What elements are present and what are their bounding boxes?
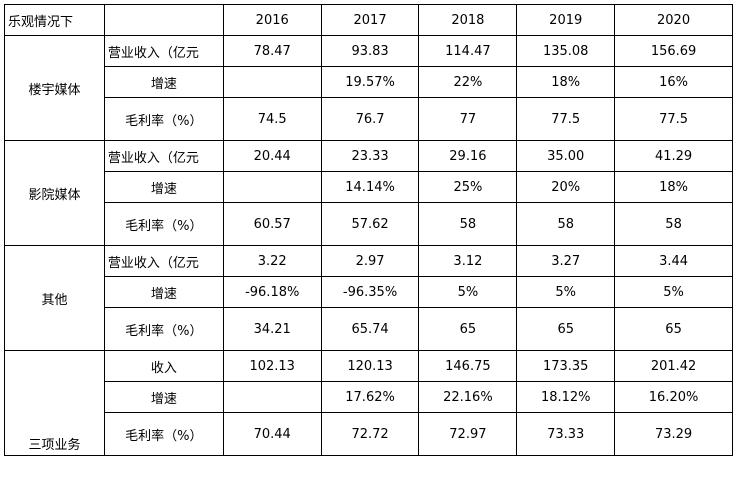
value-cell: 35.00 xyxy=(516,140,616,172)
corner-cell: 乐观情况下 xyxy=(4,4,105,36)
table-row: 毛利率（%） 74.5 76.7 77 77.5 77.5 xyxy=(5,97,733,141)
value-cell: 22.16% xyxy=(418,381,518,413)
value-cell: 3.44 xyxy=(614,245,733,277)
year-header: 2016 xyxy=(222,4,322,36)
value-cell: -96.18% xyxy=(222,276,322,308)
metric-label: 毛利率（%） xyxy=(103,307,224,351)
table-row: 三项业务 收入 102.13 120.13 146.75 173.35 201.… xyxy=(4,350,733,456)
header-row: 乐观情况下 2016 2017 2018 2019 2020 xyxy=(4,4,733,36)
value-cell: 78.47 xyxy=(222,35,322,67)
value-cell: 135.08 xyxy=(516,35,616,67)
value-cell: 58 xyxy=(418,202,518,246)
value-cell: 102.13 xyxy=(222,350,322,382)
value-cell: 58 xyxy=(516,202,616,246)
value-cell: 146.75 xyxy=(418,350,518,382)
value-cell: 57.62 xyxy=(320,202,420,246)
value-cell: 5% xyxy=(614,276,733,308)
group-label: 楼宇媒体 xyxy=(4,35,105,141)
header-blank-cell xyxy=(103,4,224,36)
value-cell xyxy=(222,381,322,413)
value-cell: 77.5 xyxy=(614,97,733,141)
value-cell: 73.33 xyxy=(516,412,616,456)
metric-label: 收入 xyxy=(103,350,224,382)
metric-label: 毛利率（%） xyxy=(103,97,224,141)
value-cell xyxy=(222,66,322,98)
value-cell: 22% xyxy=(418,66,518,98)
value-cell: 20.44 xyxy=(222,140,322,172)
table-row: 毛利率（%） 34.21 65.74 65 65 65 xyxy=(5,307,733,351)
value-cell: 3.22 xyxy=(222,245,322,277)
value-cell: 58 xyxy=(614,202,733,246)
value-cell: 77.5 xyxy=(516,97,616,141)
value-cell: 93.83 xyxy=(320,35,420,67)
value-cell: 65 xyxy=(614,307,733,351)
group-label: 三项业务 xyxy=(4,350,105,456)
metric-label: 营业收入（亿元 xyxy=(103,35,224,67)
year-header: 2018 xyxy=(418,4,518,36)
value-cell: 74.5 xyxy=(222,97,322,141)
forecast-table: 乐观情况下 2016 2017 2018 2019 2020 楼宇媒体 营业收入… xyxy=(4,4,733,456)
metric-label: 营业收入（亿元 xyxy=(103,245,224,277)
value-cell: 73.29 xyxy=(614,412,733,456)
value-cell: 65.74 xyxy=(320,307,420,351)
metric-label: 毛利率（%） xyxy=(103,412,224,456)
metric-label: 营业收入（亿元 xyxy=(103,140,224,172)
value-cell: 23.33 xyxy=(320,140,420,172)
group-label: 影院媒体 xyxy=(4,140,105,246)
year-header: 2020 xyxy=(614,4,733,36)
value-cell: -96.35% xyxy=(320,276,420,308)
metric-label: 毛利率（%） xyxy=(103,202,224,246)
table-row: 其他 营业收入（亿元 3.22 2.97 3.12 3.27 3.44 xyxy=(4,245,733,351)
value-cell: 173.35 xyxy=(516,350,616,382)
year-header: 2017 xyxy=(320,4,420,36)
value-cell: 2.97 xyxy=(320,245,420,277)
table-row: 增速 19.57% 22% 18% 16% xyxy=(5,66,733,98)
value-cell: 18% xyxy=(614,171,733,203)
year-header: 2019 xyxy=(516,4,616,36)
value-cell: 3.27 xyxy=(516,245,616,277)
value-cell: 156.69 xyxy=(614,35,733,67)
value-cell: 16.20% xyxy=(614,381,733,413)
table-row: 增速 17.62% 22.16% 18.12% 16.20% xyxy=(5,381,733,413)
value-cell: 65 xyxy=(516,307,616,351)
value-cell: 76.7 xyxy=(320,97,420,141)
group-label: 其他 xyxy=(4,245,105,351)
value-cell: 41.29 xyxy=(614,140,733,172)
metric-label: 增速 xyxy=(103,171,224,203)
value-cell: 60.57 xyxy=(222,202,322,246)
value-cell: 17.62% xyxy=(320,381,420,413)
value-cell: 14.14% xyxy=(320,171,420,203)
value-cell: 34.21 xyxy=(222,307,322,351)
value-cell xyxy=(222,171,322,203)
value-cell: 114.47 xyxy=(418,35,518,67)
metric-label: 增速 xyxy=(103,276,224,308)
value-cell: 5% xyxy=(516,276,616,308)
spreadsheet: 乐观情况下 2016 2017 2018 2019 2020 楼宇媒体 营业收入… xyxy=(4,4,733,456)
value-cell: 16% xyxy=(614,66,733,98)
value-cell: 29.16 xyxy=(418,140,518,172)
value-cell: 5% xyxy=(418,276,518,308)
table-row: 毛利率（%） 70.44 72.72 72.97 73.33 73.29 xyxy=(5,412,733,456)
value-cell: 77 xyxy=(418,97,518,141)
value-cell: 25% xyxy=(418,171,518,203)
value-cell: 120.13 xyxy=(320,350,420,382)
value-cell: 18.12% xyxy=(516,381,616,413)
metric-label: 增速 xyxy=(103,381,224,413)
value-cell: 70.44 xyxy=(222,412,322,456)
table-row: 毛利率（%） 60.57 57.62 58 58 58 xyxy=(5,202,733,246)
value-cell: 19.57% xyxy=(320,66,420,98)
table-row: 楼宇媒体 营业收入（亿元 78.47 93.83 114.47 135.08 1… xyxy=(4,35,733,141)
table-row: 影院媒体 营业收入（亿元 20.44 23.33 29.16 35.00 41.… xyxy=(4,140,733,246)
metric-label: 增速 xyxy=(103,66,224,98)
table-row: 增速 -96.18% -96.35% 5% 5% 5% xyxy=(5,276,733,308)
value-cell: 201.42 xyxy=(614,350,733,382)
value-cell: 3.12 xyxy=(418,245,518,277)
value-cell: 72.72 xyxy=(320,412,420,456)
value-cell: 18% xyxy=(516,66,616,98)
table-row: 增速 14.14% 25% 20% 18% xyxy=(5,171,733,203)
value-cell: 72.97 xyxy=(418,412,518,456)
value-cell: 20% xyxy=(516,171,616,203)
value-cell: 65 xyxy=(418,307,518,351)
